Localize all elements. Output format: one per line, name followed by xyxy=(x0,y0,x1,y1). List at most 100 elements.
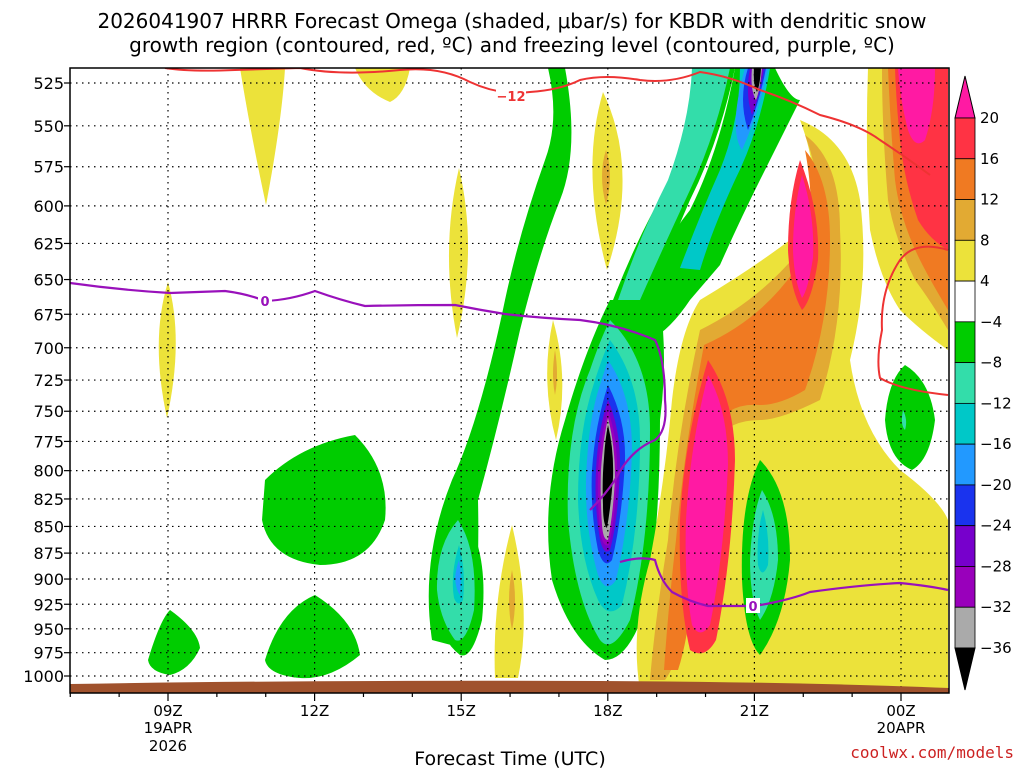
omega-negative-region xyxy=(265,595,360,679)
y-tick-label: 625 xyxy=(33,234,64,253)
omega-positive-region xyxy=(240,68,285,205)
omega-positive-region xyxy=(448,168,469,338)
y-tick-label: 850 xyxy=(33,517,64,536)
omega-negative-region xyxy=(148,610,200,675)
colorbar-label: −4 xyxy=(980,313,1002,331)
colorbar-segment xyxy=(954,280,976,323)
dendritic-contour-label: −12 xyxy=(497,90,526,105)
colorbar-label: −36 xyxy=(980,639,1012,657)
omega-negative-region xyxy=(901,410,907,430)
omega-negative-region xyxy=(262,435,386,565)
omega-positive-region xyxy=(602,150,610,205)
contour-label-bg xyxy=(496,88,526,104)
y-tick-label: 825 xyxy=(33,490,64,509)
chart-title-line-1: 2026041907 HRRR Forecast Omega (shaded, … xyxy=(97,9,926,33)
y-tick-label: 550 xyxy=(33,117,64,136)
omega-positive-region xyxy=(898,68,935,144)
y-tick-label: 925 xyxy=(33,595,64,614)
y-tick-label: 575 xyxy=(33,158,64,177)
omega-shading xyxy=(148,68,948,690)
contour-layer xyxy=(70,68,949,608)
omega-negative-region xyxy=(455,560,461,595)
x-tick-date-label: 19APR xyxy=(144,719,193,737)
colorbar-bottom-arrow xyxy=(954,647,976,691)
colorbar-top-arrow xyxy=(954,75,976,119)
omega-negative-region xyxy=(757,510,769,573)
y-tick-label: 700 xyxy=(33,339,64,358)
y-tick-label: 650 xyxy=(33,271,64,290)
x-tick-label: 12Z xyxy=(300,702,329,720)
freezing-contour-label: 0 xyxy=(260,295,269,310)
dendritic-contour-line xyxy=(164,68,931,176)
omega-negative-region xyxy=(428,68,572,650)
y-tick-label: 950 xyxy=(33,620,64,639)
y-tick-label: 600 xyxy=(33,197,64,216)
colorbar-segment xyxy=(954,321,976,364)
chart-title-line-2: growth region (contoured, red, ºC) and f… xyxy=(129,33,895,57)
dendritic-contour-line xyxy=(877,245,949,396)
omega-positive-region xyxy=(553,350,557,395)
x-tick-date-label: 20APR xyxy=(877,719,926,737)
colorbar-label: 16 xyxy=(980,150,999,168)
y-axis: 525 550 575 600 625 650 675 700 725 750 775 800 825 8… xyxy=(23,74,70,686)
colorbar-label: −16 xyxy=(980,435,1012,453)
colorbar-segment xyxy=(954,362,976,404)
colorbar-label: 8 xyxy=(980,231,990,249)
y-tick-label: 875 xyxy=(33,544,64,563)
omega-positive-region xyxy=(664,150,830,670)
x-tick-label: 00Z xyxy=(886,702,915,720)
y-tick-label: 775 xyxy=(33,432,64,451)
y-tick-label: 975 xyxy=(33,644,64,663)
colorbar-label: −32 xyxy=(980,598,1012,616)
y-tick-label: 750 xyxy=(33,402,64,421)
x-tick-year-label: 2026 xyxy=(149,737,187,755)
x-tick-label: 18Z xyxy=(593,702,622,720)
colorbar-label: 12 xyxy=(980,191,999,209)
y-tick-label: 675 xyxy=(33,305,64,324)
x-axis-title: Forecast Time (UTC) xyxy=(414,748,605,768)
colorbar-label: −24 xyxy=(980,517,1012,535)
freezing-contour-label-low: 0 xyxy=(748,600,757,615)
colorbar-label: −28 xyxy=(980,557,1012,575)
contour-label-bg xyxy=(746,598,760,613)
x-tick-label: 15Z xyxy=(447,702,476,720)
omega-positive-region xyxy=(509,570,515,630)
y-tick-label: 900 xyxy=(33,570,64,589)
freezing-contour-line xyxy=(70,281,667,511)
colorbar-segment xyxy=(954,199,976,241)
colorbar-segment xyxy=(954,566,976,608)
colorbar-segment xyxy=(954,402,976,445)
colorbar-segment xyxy=(954,443,976,486)
omega-negative-region xyxy=(753,68,761,92)
colorbar-segment xyxy=(954,117,976,160)
y-tick-label: 725 xyxy=(33,371,64,390)
omega-positive-region xyxy=(158,282,176,418)
site-credit: coolwx.com/models xyxy=(850,743,1014,762)
colorbar-label: −12 xyxy=(980,394,1012,412)
contour-label-bg xyxy=(258,294,272,309)
colorbar-segment xyxy=(954,158,976,200)
y-tick-label: 800 xyxy=(33,462,64,481)
y-tick-label: 1000 xyxy=(23,667,64,686)
omega-positive-region xyxy=(355,68,410,102)
grid-lines xyxy=(70,68,949,693)
x-tick-label: 09Z xyxy=(153,702,182,720)
omega-negative-region xyxy=(618,68,730,300)
colorbar-label: 4 xyxy=(980,272,990,290)
contour-labels: −12 0 0 xyxy=(258,88,760,615)
y-tick-label: 525 xyxy=(33,74,64,93)
omega-positive-region xyxy=(685,375,728,633)
colorbar-segment xyxy=(954,484,976,527)
colorbar-segment xyxy=(954,525,976,567)
colorbar-segment xyxy=(954,239,976,282)
colorbar-label: −20 xyxy=(980,476,1012,494)
colorbar-label: 20 xyxy=(980,109,999,127)
colorbar: 20 16 12 8 4 −4 −8 −12 −16 −20 −24 −28 −32 −36 xyxy=(954,75,1012,691)
colorbar-label: −8 xyxy=(980,354,1002,372)
x-tick-label: 21Z xyxy=(740,702,769,720)
colorbar-segment xyxy=(954,606,976,649)
ground-surface xyxy=(70,680,949,693)
freezing-contour-line xyxy=(619,557,949,608)
